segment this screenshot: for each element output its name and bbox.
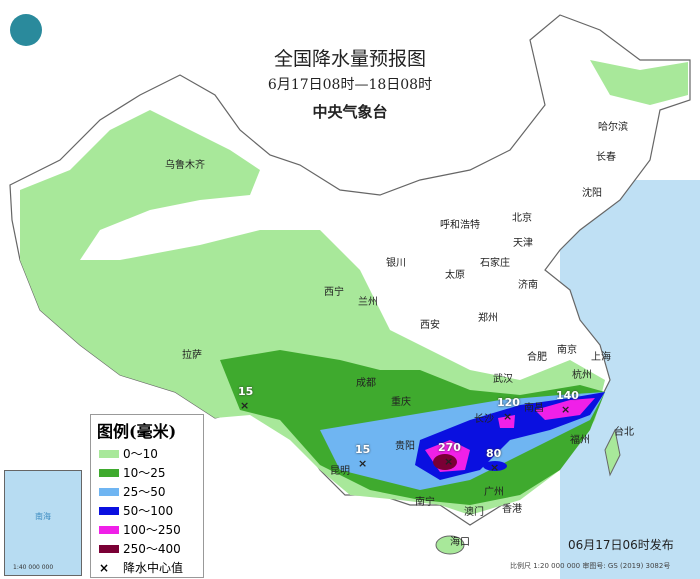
center-value: 270	[438, 441, 461, 454]
center-x-icon: ×	[240, 399, 250, 412]
city-label: 贵阳	[395, 441, 415, 452]
legend-label: 0～10	[123, 447, 158, 461]
center-value: 140	[556, 389, 579, 402]
city-label: 合肥	[527, 352, 547, 363]
city-label: 沈阳	[582, 188, 602, 199]
legend-title: 图例(毫米)	[97, 422, 177, 441]
center-x-icon: ×	[561, 403, 571, 416]
legend-swatch	[99, 468, 119, 477]
legend-label: 100～250	[123, 523, 181, 537]
city-label: 天津	[513, 238, 533, 249]
city-label: 南昌	[524, 403, 544, 414]
city-label: 武汉	[493, 374, 513, 385]
legend-item: × 降水中心值	[99, 558, 203, 577]
center-x-icon: ×	[490, 461, 500, 474]
city-label: 乌鲁木齐	[165, 160, 205, 171]
city-label: 南宁	[415, 497, 435, 508]
legend-label: 10～25	[123, 466, 166, 480]
city-label: 长沙	[474, 414, 494, 425]
x-mark-icon: ×	[99, 560, 110, 575]
city-label: 呼和浩特	[440, 220, 480, 231]
legend: 图例(毫米) 0～10 10～25 25～50 50～100 100～250 2…	[90, 414, 204, 578]
legend-item: 10～25	[99, 463, 203, 482]
city-label: 香港	[502, 504, 522, 515]
cma-logo	[10, 14, 42, 46]
center-x-icon: ×	[358, 457, 368, 470]
city-label: 南京	[557, 345, 577, 356]
taiwan	[604, 428, 621, 477]
issue-time: 06月17日06时发布	[568, 538, 674, 552]
city-label: 西宁	[324, 287, 344, 298]
map-title: 全国降水量预报图	[273, 48, 426, 70]
center-x-icon: ×	[503, 410, 513, 423]
city-label: 长春	[596, 152, 616, 163]
south-china-sea-inset: 南海 1:40 000 000	[4, 470, 82, 576]
legend-swatch	[99, 544, 119, 553]
center-value: 80	[486, 447, 502, 460]
city-label: 台北	[614, 427, 634, 438]
legend-swatch	[99, 506, 119, 515]
scale-note: 比例尺 1:20 000 000 审图号: GS (2019) 3082号	[510, 562, 671, 570]
legend-swatch	[99, 525, 119, 534]
legend-item: 100～250	[99, 520, 203, 539]
city-label: 西安	[420, 320, 440, 331]
center-value: 15	[355, 443, 371, 456]
city-label: 哈尔滨	[598, 122, 628, 133]
city-label: 太原	[445, 270, 465, 281]
city-label: 海口	[450, 537, 470, 548]
legend-swatch	[99, 487, 119, 496]
city-label: 石家庄	[480, 258, 510, 269]
city-label: 拉萨	[182, 350, 202, 361]
city-label: 昆明	[330, 466, 350, 477]
city-label: 北京	[512, 213, 532, 224]
legend-item: 0～10	[99, 444, 203, 463]
inset-sea-label: 南海	[35, 512, 51, 521]
legend-item: 50～100	[99, 501, 203, 520]
center-value: 15	[238, 385, 254, 398]
issuer: 中央气象台	[312, 103, 388, 121]
rain-50-100-secondary	[483, 461, 507, 471]
city-label: 上海	[591, 352, 611, 363]
center-x-icon: ×	[444, 455, 454, 468]
city-label: 济南	[518, 280, 538, 291]
city-label: 广州	[484, 487, 504, 498]
city-label: 福州	[570, 435, 590, 446]
legend-swatch	[99, 449, 119, 458]
legend-label: 50～100	[123, 504, 174, 518]
city-label: 郑州	[478, 313, 498, 324]
rain-0-10-northeast	[590, 60, 688, 105]
city-label: 兰州	[358, 297, 378, 308]
city-label: 银川	[386, 258, 406, 269]
legend-item: 250～400	[99, 539, 203, 558]
center-value: 120	[497, 396, 520, 409]
rain-100-250	[425, 398, 595, 472]
rain-250-400	[433, 454, 457, 470]
city-label: 重庆	[391, 397, 411, 408]
forecast-period: 6月17日08时—18日08时	[267, 77, 433, 93]
city-label: 澳门	[464, 507, 484, 518]
legend-label: 25～50	[123, 485, 166, 499]
legend-item: 25～50	[99, 482, 203, 501]
hainan	[435, 535, 465, 555]
inset-scale: 1:40 000 000	[13, 564, 54, 571]
city-label: 成都	[356, 378, 376, 389]
legend-label: 降水中心值	[123, 561, 184, 575]
legend-label: 250～400	[123, 542, 181, 556]
city-label: 杭州	[572, 370, 592, 381]
